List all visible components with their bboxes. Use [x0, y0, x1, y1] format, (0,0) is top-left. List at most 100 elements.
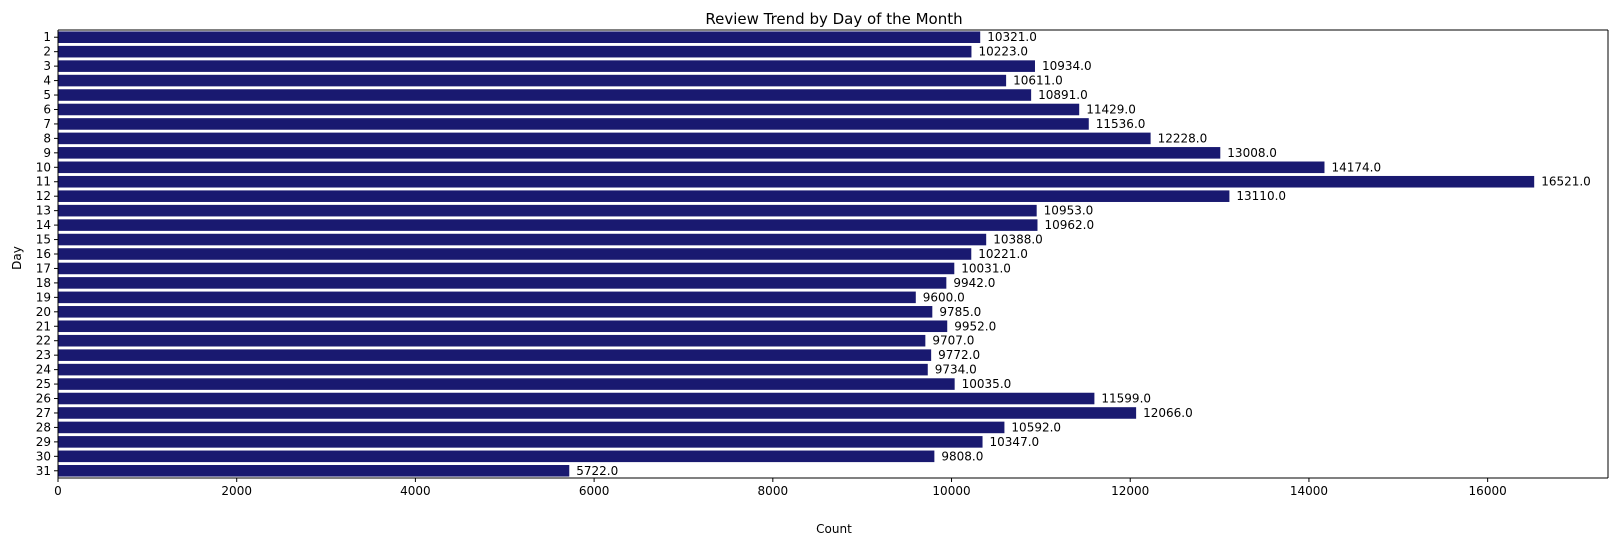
bar-day-21	[58, 320, 948, 333]
data-label-day-21: 9952.0	[954, 319, 996, 333]
y-tick-label-21: 21	[36, 319, 51, 333]
y-tick-label-8: 8	[43, 131, 51, 145]
bar-day-17	[58, 262, 955, 275]
bar-day-3	[58, 60, 1035, 72]
y-tick-label-19: 19	[36, 290, 51, 304]
y-tick-label-29: 29	[36, 435, 51, 449]
y-tick-label-4: 4	[43, 74, 51, 88]
y-tick-label-26: 26	[36, 392, 51, 406]
data-label-day-20: 9785.0	[939, 305, 981, 319]
data-label-day-17: 10031.0	[961, 261, 1011, 275]
bar-day-28	[58, 421, 1005, 434]
bar-day-11	[58, 175, 1535, 188]
y-tick-label-13: 13	[36, 204, 51, 218]
data-label-day-3: 10934.0	[1042, 59, 1092, 73]
bar-day-5	[58, 89, 1032, 101]
bar-day-24	[58, 363, 928, 376]
bar-day-13	[58, 204, 1037, 217]
y-tick-label-1: 1	[43, 30, 51, 44]
y-tick-label-3: 3	[43, 59, 51, 73]
y-axis-label: Day	[10, 246, 24, 270]
data-label-day-25: 10035.0	[962, 377, 1012, 391]
bar-day-2	[58, 45, 972, 58]
bar-day-6	[58, 103, 1080, 116]
y-tick-label-10: 10	[36, 160, 51, 174]
y-tick-label-23: 23	[36, 348, 51, 362]
bar-day-29	[58, 436, 983, 448]
x-tick-label-14000: 14000	[1290, 484, 1328, 498]
x-tick-label-10000: 10000	[932, 484, 970, 498]
y-tick-label-16: 16	[36, 247, 51, 261]
x-tick-label-2000: 2000	[221, 484, 252, 498]
y-tick-label-20: 20	[36, 305, 51, 319]
data-label-day-22: 9707.0	[932, 334, 974, 348]
chart-title: Review Trend by Day of the Month	[705, 10, 962, 28]
y-tick-label-9: 9	[43, 146, 51, 160]
y-tick-label-28: 28	[36, 420, 51, 434]
bar-day-22	[58, 334, 926, 347]
data-label-day-8: 12228.0	[1158, 131, 1208, 145]
data-label-day-7: 11536.0	[1096, 117, 1146, 131]
bar-day-8	[58, 132, 1151, 145]
y-tick-label-24: 24	[36, 363, 51, 377]
x-axis-label: Count	[816, 522, 852, 536]
bar-day-26	[58, 392, 1095, 405]
y-tick-label-30: 30	[36, 449, 51, 463]
data-label-day-30: 9808.0	[941, 449, 983, 463]
x-tick-label-8000: 8000	[758, 484, 789, 498]
data-label-day-14: 10962.0	[1044, 218, 1094, 232]
data-label-day-28: 10592.0	[1011, 420, 1061, 434]
data-label-day-2: 10223.0	[978, 45, 1028, 59]
bar-day-16	[58, 248, 972, 260]
bar-day-20	[58, 306, 933, 318]
bar-day-10	[58, 161, 1325, 174]
bar-day-18	[58, 277, 947, 289]
y-tick-label-12: 12	[36, 189, 51, 203]
x-tick-label-0: 0	[54, 484, 62, 498]
data-label-day-11: 16521.0	[1541, 175, 1591, 189]
y-tick-label-25: 25	[36, 377, 51, 391]
data-label-day-1: 10321.0	[987, 30, 1037, 44]
x-ticks: 0 2000 4000 6000 8000 10000 12000 14000 16000	[54, 478, 1507, 498]
y-tick-label-2: 2	[43, 45, 51, 59]
x-tick-label-6000: 6000	[579, 484, 610, 498]
y-tick-label-5: 5	[43, 88, 51, 102]
data-label-day-29: 10347.0	[990, 435, 1040, 449]
bar-day-15	[58, 233, 987, 246]
data-label-day-24: 9734.0	[935, 363, 977, 377]
data-label-day-13: 10953.0	[1044, 204, 1094, 218]
y-tick-label-15: 15	[36, 233, 51, 247]
x-tick-label-4000: 4000	[400, 484, 431, 498]
bar-day-7	[58, 118, 1089, 130]
bar-day-19	[58, 291, 916, 304]
data-label-day-4: 10611.0	[1013, 74, 1063, 88]
bar-day-25	[58, 378, 955, 390]
data-label-day-27: 12066.0	[1143, 406, 1193, 420]
bar-day-27	[58, 407, 1137, 419]
bar-day-14	[58, 219, 1038, 231]
data-label-day-6: 11429.0	[1086, 102, 1136, 116]
data-label-day-26: 11599.0	[1101, 392, 1151, 406]
bar-day-4	[58, 74, 1007, 87]
bar-day-9	[58, 147, 1221, 159]
bar-day-12	[58, 190, 1230, 202]
y-tick-label-27: 27	[36, 406, 51, 420]
data-label-day-31: 5722.0	[576, 464, 618, 478]
bar-day-31	[58, 464, 570, 477]
data-label-day-16: 10221.0	[978, 247, 1028, 261]
data-label-day-15: 10388.0	[993, 233, 1043, 247]
y-tick-label-11: 11	[36, 175, 51, 189]
x-tick-label-16000: 16000	[1469, 484, 1507, 498]
data-label-day-18: 9942.0	[953, 276, 995, 290]
bar-day-1	[58, 31, 981, 44]
data-label-day-5: 10891.0	[1038, 88, 1088, 102]
data-label-day-23: 9772.0	[938, 348, 980, 362]
data-label-day-19: 9600.0	[923, 290, 965, 304]
y-tick-labels: 1234567891011121314151617181920212223242…	[36, 30, 58, 478]
y-tick-label-17: 17	[36, 261, 51, 275]
y-tick-label-31: 31	[36, 464, 51, 478]
x-tick-label-12000: 12000	[1111, 484, 1149, 498]
bar-day-30	[58, 450, 935, 463]
